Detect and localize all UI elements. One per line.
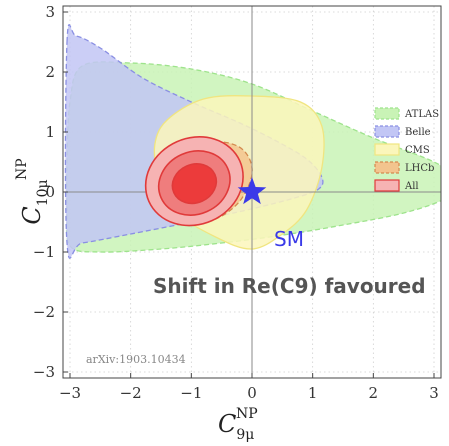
legend-label-cms: CMS xyxy=(405,145,430,156)
contour-all-1sigma xyxy=(171,163,218,205)
y-label-main: C xyxy=(18,206,46,224)
all-contours xyxy=(144,136,244,227)
y-tick-label: 0 xyxy=(45,183,55,201)
y-ticks: −3 −2 −1 0 1 2 3 xyxy=(33,3,68,381)
legend-swatch-lhcb xyxy=(374,161,400,174)
y-tick-label: −1 xyxy=(33,243,55,261)
x-tick-label: 0 xyxy=(247,384,257,402)
sm-label: SM xyxy=(274,227,304,251)
legend-swatch-cms xyxy=(374,143,400,156)
y-tick-label: −2 xyxy=(33,303,55,321)
y-tick-label: −3 xyxy=(33,363,55,381)
legend-label-lhcb: LHCb xyxy=(405,163,434,174)
x-tick-label: 2 xyxy=(369,384,379,402)
legend-swatch-belle xyxy=(374,125,400,138)
sm-star-icon xyxy=(237,177,267,205)
sm-marker xyxy=(237,177,267,205)
x-axis-label: C9μ NP xyxy=(218,406,258,443)
y-tick-label: 1 xyxy=(45,123,55,141)
legend-swatch-all xyxy=(374,179,400,192)
x-tick-label: −1 xyxy=(180,384,202,402)
svg-text:C10μ: C10μ xyxy=(18,179,51,224)
y-tick-label: 2 xyxy=(45,63,55,81)
legend-label-atlas: ATLAS xyxy=(404,109,439,120)
x-ticks: −3 −2 −1 0 1 2 3 xyxy=(59,373,439,402)
source-label: arXiv:1903.10434 xyxy=(86,353,186,366)
legend-swatch-atlas xyxy=(374,107,400,120)
x-tick-label: −3 xyxy=(59,384,81,402)
legend-label-belle: Belle xyxy=(405,127,431,138)
svg-text:C9μ: C9μ xyxy=(218,410,254,443)
y-label-sup: NP xyxy=(14,158,30,180)
y-tick-label: 3 xyxy=(45,3,55,21)
legend-label-all: All xyxy=(404,181,419,192)
x-tick-label: −2 xyxy=(120,384,142,402)
x-label-sup: NP xyxy=(236,406,258,422)
legend: ATLAS Belle CMS LHCb All xyxy=(374,107,439,192)
annotation: Shift in Re(C9) favoured xyxy=(153,274,426,298)
x-tick-label: 3 xyxy=(429,384,439,402)
y-label-sub: 10μ xyxy=(35,179,51,206)
x-label-main: C xyxy=(218,410,236,438)
x-tick-label: 1 xyxy=(308,384,318,402)
x-label-sub: 9μ xyxy=(236,427,254,443)
y-axis-label: C10μ NP xyxy=(14,158,51,224)
